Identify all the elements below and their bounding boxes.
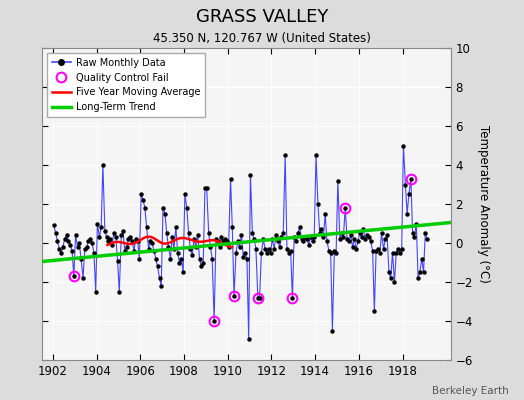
Text: 45.350 N, 120.767 W (United States): 45.350 N, 120.767 W (United States) <box>153 32 371 45</box>
Text: Berkeley Earth: Berkeley Earth <box>432 386 508 396</box>
Text: GRASS VALLEY: GRASS VALLEY <box>196 8 328 26</box>
Legend: Raw Monthly Data, Quality Control Fail, Five Year Moving Average, Long-Term Tren: Raw Monthly Data, Quality Control Fail, … <box>47 53 205 117</box>
Y-axis label: Temperature Anomaly (°C): Temperature Anomaly (°C) <box>476 125 489 283</box>
